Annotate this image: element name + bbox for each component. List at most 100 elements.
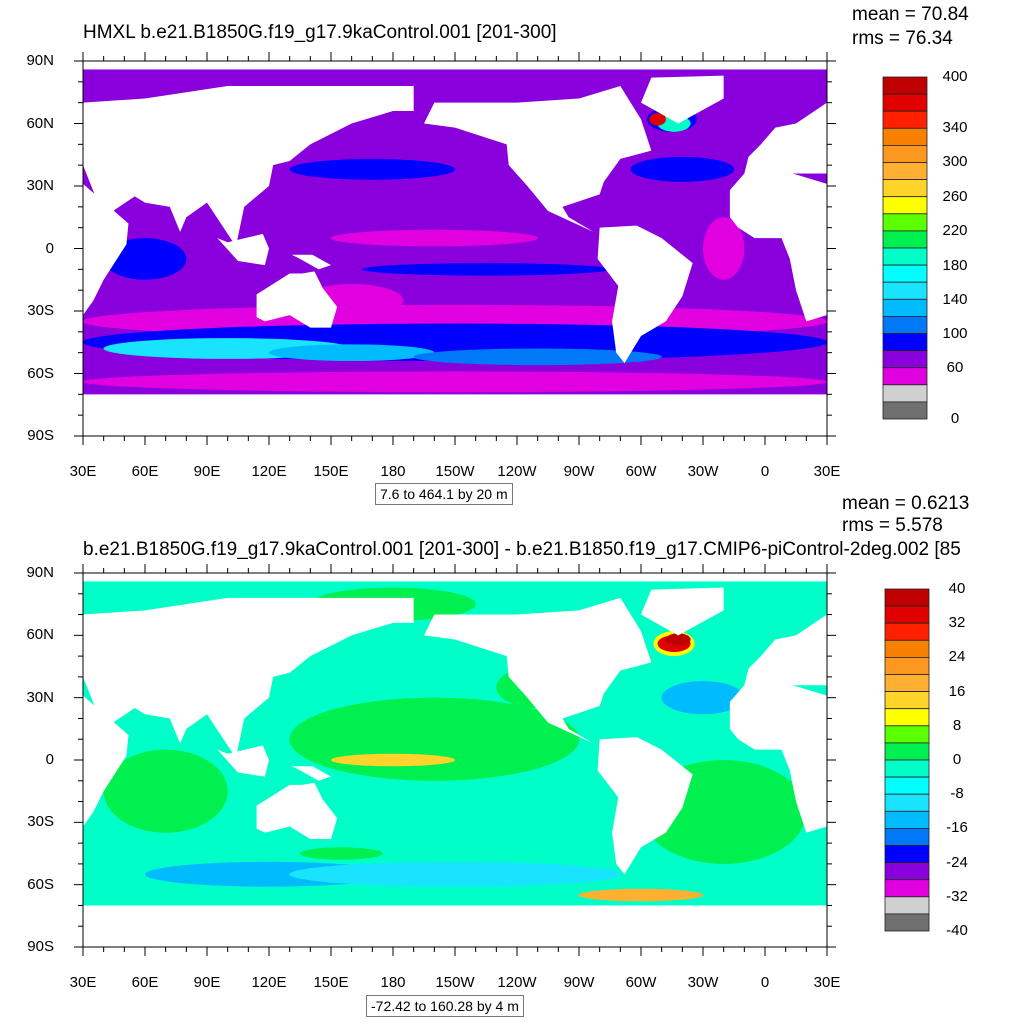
land-mask (291, 254, 331, 270)
ocean-contour-region (330, 753, 456, 767)
lon-label: 150W (435, 463, 475, 480)
colorbar-box (884, 759, 930, 778)
colorbar-box (884, 605, 930, 624)
colorbar-label: -24 (946, 853, 968, 871)
colorbar-label: 16 (948, 682, 966, 700)
lat-label: 0 (45, 751, 54, 768)
colorbar-box (882, 384, 928, 403)
lat-label: 90N (26, 52, 54, 69)
lon-label: 180 (380, 463, 406, 480)
ocean-contour-region (289, 861, 621, 887)
colorbar-box (882, 333, 928, 352)
lat-label: 60N (26, 626, 54, 644)
colorbar-label: 260 (942, 188, 968, 205)
lat-label: 0 (45, 239, 54, 257)
land-mask (744, 102, 827, 174)
lon-label: 60W (625, 974, 657, 991)
colorbar-box (884, 845, 930, 864)
colorbar-box (882, 281, 928, 300)
colorbar-box (884, 776, 930, 795)
colorbar-label: 220 (942, 222, 968, 239)
lon-label: 90W (563, 463, 595, 480)
lon-label: 150E (313, 463, 349, 480)
land-mask (729, 683, 827, 833)
land-mask (256, 271, 338, 328)
land-mask (641, 75, 724, 124)
colorbar-box (884, 708, 930, 727)
ocean-contour-region (578, 888, 704, 902)
land-mask (291, 766, 331, 781)
lon-label: 120E (251, 463, 287, 480)
colorbar-box (884, 793, 930, 812)
colorbar-box (882, 298, 928, 317)
ocean-contour-region (361, 263, 611, 276)
lat-label: 30N (26, 688, 54, 706)
colorbar-label: 400 (942, 68, 968, 85)
colorbar-box (882, 127, 928, 146)
lon-label: 120W (497, 463, 537, 480)
colorbar-label: 40 (948, 580, 966, 597)
ocean-contour-region (330, 229, 538, 247)
lon-label: 150W (435, 974, 475, 991)
colorbar-box (884, 588, 930, 607)
colorbar-box (884, 742, 930, 761)
lon-label: 180 (380, 974, 406, 991)
land-mask (424, 86, 652, 232)
ocean-contour-region (630, 156, 735, 182)
lon-label: 120E (251, 974, 287, 991)
lon-label: 60E (131, 463, 159, 480)
land-mask (83, 61, 827, 70)
colorbar-label: 60 (946, 359, 964, 376)
colorbar-box (884, 622, 930, 641)
lat-label: 30N (26, 177, 54, 194)
colorbar-box (882, 247, 928, 266)
colorbar-box (882, 367, 928, 386)
lat-label: 30S (27, 302, 54, 319)
colorbar-box (884, 879, 930, 898)
bottom-mean: mean = 0.6213 (842, 493, 970, 514)
top-map-title: HMXL b.e21.B1850G.f19_g17.9kaControl.001… (83, 22, 557, 43)
colorbar-box (882, 350, 928, 369)
colorbar-label: -32 (946, 887, 968, 905)
colorbar-label: 0 (950, 410, 960, 427)
lat-label: 30S (27, 813, 54, 831)
colorbar-label: 32 (948, 614, 966, 632)
lon-label: 90E (193, 463, 221, 480)
lon-label: 60E (131, 974, 159, 991)
lon-label: 30E (813, 974, 841, 991)
ocean-contour-region (289, 697, 580, 781)
lon-label: 0 (760, 463, 770, 480)
land-mask (217, 233, 269, 266)
colorbar-box (884, 657, 930, 675)
land-mask (744, 614, 827, 686)
land-mask (83, 597, 414, 758)
ocean-contour-region (103, 749, 228, 833)
bottom-map-title: b.e21.B1850G.f19_g17.9kaControl.001 [201… (83, 539, 961, 560)
lon-label: 90E (193, 974, 221, 991)
land-mask (256, 782, 338, 839)
top-rms: rms = 76.34 (852, 28, 953, 49)
colorbar-box (884, 913, 930, 932)
lon-label: 30E (69, 463, 97, 480)
ocean-contour-region (103, 238, 187, 280)
colorbar-box (884, 828, 930, 846)
land-mask (83, 573, 827, 582)
colorbar-label: 340 (942, 119, 968, 136)
colorbar-box (882, 144, 928, 163)
colorbar-box (884, 862, 930, 881)
land-mask (83, 695, 129, 827)
colorbar-box (882, 110, 928, 129)
lon-label: 30E (813, 463, 841, 480)
colorbar-label: 180 (942, 257, 968, 274)
colorbar-box (884, 725, 930, 744)
lon-label: 30W (687, 463, 719, 480)
colorbar-box (884, 639, 930, 658)
colorbar-label: 0 (952, 751, 962, 768)
lat-label: 60S (27, 364, 54, 382)
colorbar-label: 100 (942, 325, 968, 342)
colorbar-label: 8 (952, 716, 962, 734)
lat-label: 90N (26, 564, 54, 581)
bottom-rms: rms = 5.578 (842, 515, 943, 536)
colorbar-box (882, 264, 928, 283)
